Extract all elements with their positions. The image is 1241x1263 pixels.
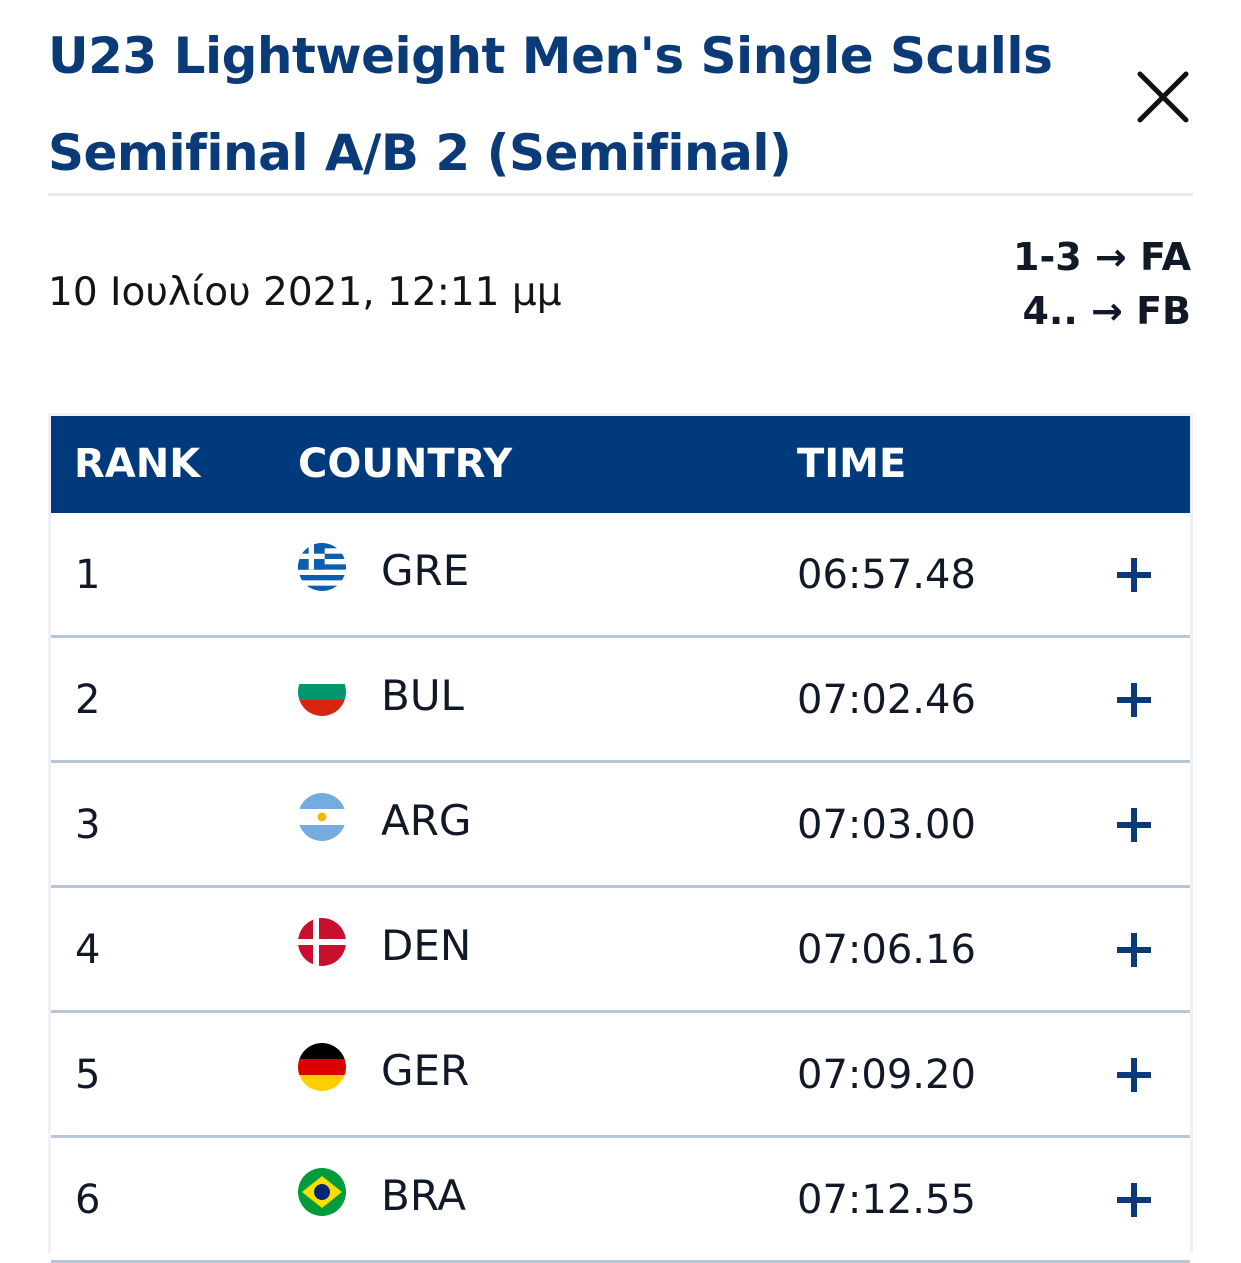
race-title-line-1: U23 Lightweight Men's Single Sculls bbox=[48, 27, 1053, 85]
results-table: RANK COUNTRY TIME 1 GRE 06:57.48 2 bbox=[48, 413, 1193, 1263]
time-cell: 07:06.16 bbox=[797, 927, 976, 973]
table-header: RANK COUNTRY TIME bbox=[51, 416, 1190, 513]
brazil-flag-icon bbox=[298, 1168, 346, 1216]
expand-plus-icon[interactable] bbox=[1117, 1055, 1157, 1095]
race-title-line-2: Semifinal A/B 2 (Semifinal) bbox=[48, 124, 792, 182]
expand-plus-icon[interactable] bbox=[1117, 555, 1157, 595]
bulgaria-flag-icon bbox=[298, 668, 346, 716]
race-title: U23 Lightweight Men's Single Sculls Semi… bbox=[48, 8, 1118, 202]
country-code: GER bbox=[381, 1046, 470, 1095]
table-row[interactable]: 6 BRA 07:12.55 bbox=[51, 1138, 1190, 1263]
germany-flag-icon bbox=[298, 1043, 346, 1091]
expand-plus-icon[interactable] bbox=[1117, 930, 1157, 970]
column-header-rank: RANK bbox=[74, 441, 201, 487]
time-cell: 07:09.20 bbox=[797, 1052, 976, 1098]
column-header-country: COUNTRY bbox=[298, 441, 513, 487]
table-row[interactable]: 3 ARG 07:03.00 bbox=[51, 763, 1190, 888]
rank-cell: 1 bbox=[75, 552, 101, 598]
denmark-flag-icon bbox=[298, 918, 346, 966]
header-divider bbox=[48, 193, 1193, 196]
table-row[interactable]: 1 GRE 06:57.48 bbox=[51, 513, 1190, 638]
table-row[interactable]: 4 DEN 07:06.16 bbox=[51, 888, 1190, 1013]
progression-rules: 1-3 → FA 4.. → FB bbox=[1013, 230, 1191, 338]
expand-plus-icon[interactable] bbox=[1117, 805, 1157, 845]
expand-plus-icon[interactable] bbox=[1117, 680, 1157, 720]
country-code: DEN bbox=[381, 921, 472, 970]
close-icon[interactable] bbox=[1130, 64, 1194, 128]
greece-flag-icon bbox=[298, 543, 346, 591]
argentina-flag-icon bbox=[298, 793, 346, 841]
time-cell: 07:02.46 bbox=[797, 677, 976, 723]
rank-cell: 2 bbox=[75, 677, 101, 723]
rank-cell: 6 bbox=[75, 1177, 101, 1223]
country-code: GRE bbox=[381, 546, 470, 595]
rank-cell: 5 bbox=[75, 1052, 101, 1098]
time-cell: 07:12.55 bbox=[797, 1177, 976, 1223]
progression-rule-fa: 1-3 → FA bbox=[1013, 235, 1191, 279]
expand-plus-icon[interactable] bbox=[1117, 1180, 1157, 1220]
race-datetime: 10 Ιουλίου 2021, 12:11 μμ bbox=[48, 270, 562, 315]
time-cell: 07:03.00 bbox=[797, 802, 976, 848]
country-code: ARG bbox=[381, 796, 472, 845]
time-cell: 06:57.48 bbox=[797, 552, 976, 598]
progression-rule-fb: 4.. → FB bbox=[1022, 289, 1191, 333]
country-code: BUL bbox=[381, 671, 464, 720]
table-row[interactable]: 2 BUL 07:02.46 bbox=[51, 638, 1190, 763]
country-code: BRA bbox=[381, 1171, 467, 1220]
column-header-time: TIME bbox=[797, 441, 907, 487]
table-row[interactable]: 5 GER 07:09.20 bbox=[51, 1013, 1190, 1138]
rank-cell: 4 bbox=[75, 927, 101, 973]
rank-cell: 3 bbox=[75, 802, 101, 848]
